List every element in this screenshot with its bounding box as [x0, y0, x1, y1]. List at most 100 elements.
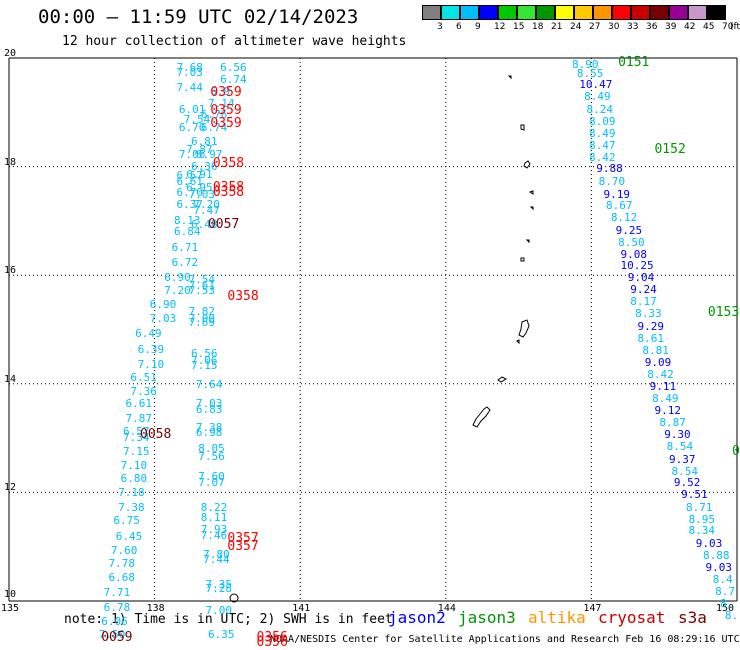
pass-time-label: 0153 — [707, 305, 740, 321]
island-alamagan — [528, 190, 534, 195]
y-tick-label: 14 — [4, 373, 17, 385]
color-swatch — [707, 5, 726, 20]
wave-height-label: 8.88 — [703, 548, 730, 562]
wave-height-label: 6.9 — [210, 84, 231, 98]
wave-height-label: 6.80 — [120, 471, 148, 485]
wave-height-label: 8.90 — [571, 57, 599, 71]
wave-height-label: 7.64 — [195, 378, 223, 392]
wave-height-label: 9.03 — [705, 561, 732, 575]
wave-height-label: 7.03 — [195, 397, 223, 411]
wave-height-label: 8.54 — [671, 464, 698, 478]
page-subtitle: 12 hour collection of altimeter wave hei… — [62, 34, 407, 49]
x-tick-label: 141 — [292, 603, 311, 614]
color-scale-label: 33 — [627, 22, 639, 32]
wave-height-label: 9.29 — [637, 319, 665, 333]
wave-height-label: 7.61 — [188, 279, 216, 293]
wave-height-label: 8.49 — [584, 90, 611, 104]
color-scale-label: 6 — [456, 22, 462, 32]
wave-height-label: 7.50 — [98, 627, 126, 641]
x-tick-label: 147 — [583, 603, 602, 614]
wave-height-label: 7.38 — [195, 421, 223, 435]
color-swatch — [498, 5, 517, 20]
wave-height-label: 6.57 — [123, 424, 150, 438]
color-swatch — [460, 5, 479, 20]
wave-height-label: 6.75 — [113, 513, 140, 527]
wave-height-label: 8.49 — [652, 392, 679, 405]
pass-time-label: 0357 — [227, 530, 259, 546]
wave-height-label: 8.70 — [598, 174, 626, 188]
pass-time-label: 0359 — [210, 103, 242, 119]
wave-height-label: 9.04 — [627, 270, 655, 284]
pass-time-label: 0152 — [654, 142, 686, 158]
wave-height-label: 6.49 — [135, 326, 162, 340]
color-swatch — [688, 5, 707, 20]
footer-credit: NOAA/NESDIS Center for Satellite Applica… — [270, 634, 740, 645]
island-sarigan — [525, 239, 530, 244]
satellite-jason2: jason2 — [388, 608, 446, 627]
wave-height-label: 6.61 — [176, 174, 203, 188]
color-swatch — [612, 5, 631, 20]
wave-height-label: 6.68 — [108, 571, 135, 585]
color-scale-label: 30 — [608, 22, 620, 32]
wave-height-label: 6.37 — [176, 197, 203, 211]
y-tick-label: 16 — [4, 265, 17, 277]
wave-height-label: 10.25 — [620, 258, 654, 272]
wave-height-label: 6.06 — [101, 614, 128, 628]
wave-height-label: 7.93 — [200, 523, 228, 537]
wave-height-label: 7.20 — [193, 197, 220, 211]
wave-height-label: 8.4 — [712, 573, 733, 587]
wave-height-label: 8.61 — [637, 331, 665, 345]
color-swatch — [669, 5, 688, 20]
wave-height-label: 6.91 — [186, 167, 213, 181]
island-anatahan — [520, 257, 525, 262]
pass-time-label: 0356 — [256, 629, 288, 645]
wave-height-label: 7.82 — [188, 305, 216, 319]
wave-height-label: 7.18 — [118, 486, 145, 500]
wave-height-label: 6.56 — [220, 60, 247, 74]
wave-height-label: 6.84 — [174, 224, 201, 238]
wave-height-label: 7.06 — [178, 147, 206, 161]
wave-height-label: 7.03 — [176, 66, 203, 80]
wave-height-label: 9.30 — [664, 428, 691, 442]
wave-height-label: 6.36 — [191, 159, 218, 173]
wave-height-label: 8.55 — [576, 67, 604, 81]
y-tick-label: 12 — [4, 482, 17, 494]
x-tick-label: 135 — [1, 603, 20, 614]
pass-time-label: 0359 — [210, 85, 242, 101]
wave-height-label: 8.22 — [200, 500, 228, 514]
wave-height-label: 6.56 — [191, 346, 218, 360]
wave-height-label: 6.45 — [115, 529, 143, 543]
pass-time-label: 0358 — [212, 155, 245, 171]
color-swatch — [631, 5, 650, 20]
color-scale-label: 21 — [551, 22, 563, 32]
wave-height-label: 6.72 — [171, 256, 199, 270]
wave-height-label: 7.06 — [191, 353, 218, 367]
island-agrihan — [520, 124, 525, 131]
island-aguijan — [516, 339, 520, 345]
wave-height-label: 8.47 — [588, 138, 616, 152]
wave-height-label: 7.36 — [130, 384, 157, 398]
color-scale-label: 9 — [475, 22, 481, 32]
wave-height-label: 8.49 — [588, 127, 616, 141]
wave-height-label: 6.01 — [178, 102, 206, 116]
wave-height-label: 6.74 — [200, 120, 228, 134]
pass-time-label: 0359 — [210, 116, 242, 132]
color-scale-label: 12 — [494, 22, 506, 32]
wave-height-label: 8.33 — [635, 307, 662, 321]
color-scale-label: 27 — [589, 22, 601, 32]
pass-time-label: 0 — [732, 443, 740, 459]
wave-height-label: 6.95 — [186, 181, 213, 195]
wave-height-label: 6.70 — [178, 120, 206, 134]
wave-height-label: 8.71 — [686, 500, 713, 514]
pass-time-label: 0057 — [207, 216, 240, 232]
wave-height-label: 9.09 — [644, 356, 672, 370]
x-tick-label: 144 — [437, 603, 456, 614]
x-tick-label: 138 — [146, 603, 165, 614]
wave-height-label: 7.00 — [205, 603, 233, 617]
wave-height-label: 7.38 — [118, 500, 145, 514]
wave-height-label: 6.98 — [195, 425, 223, 439]
wave-height-label: 9.03 — [695, 536, 723, 550]
wave-height-label: 6.48 — [191, 218, 218, 232]
color-swatch — [536, 5, 555, 20]
wave-height-label: 7.35 — [205, 577, 233, 591]
